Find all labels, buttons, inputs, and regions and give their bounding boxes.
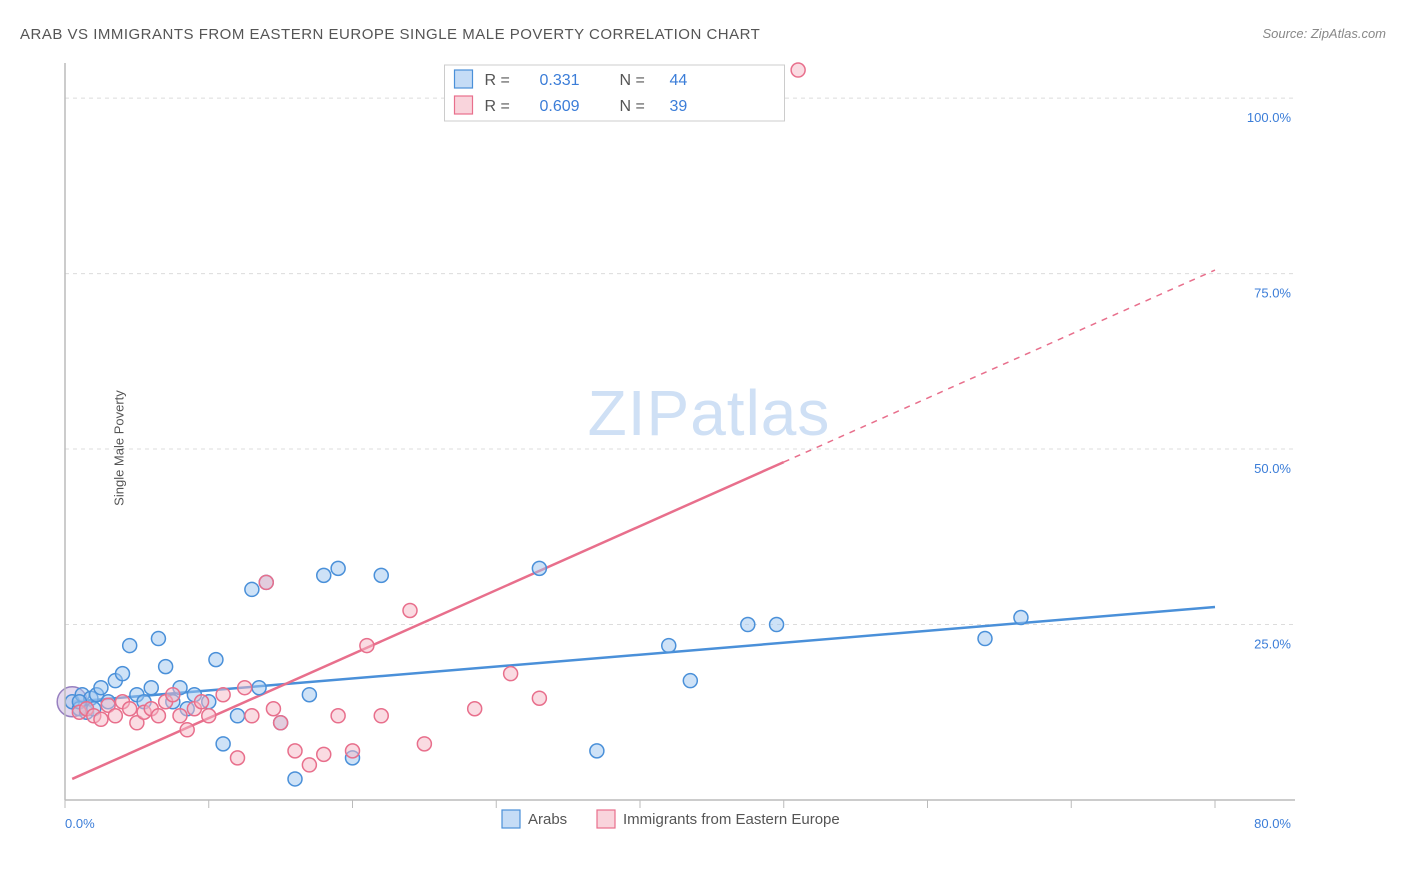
legend-swatch: [502, 810, 520, 828]
data-point: [417, 737, 431, 751]
data-point: [1014, 611, 1028, 625]
trend-line: [72, 462, 784, 779]
data-point: [231, 709, 245, 723]
stats-n-label: N =: [620, 98, 645, 115]
data-point: [252, 681, 266, 695]
data-point: [288, 744, 302, 758]
y-tick-label: 50.0%: [1254, 461, 1291, 476]
data-point: [180, 723, 194, 737]
data-point: [245, 582, 259, 596]
legend-label: Immigrants from Eastern Europe: [623, 811, 840, 828]
data-point: [274, 716, 288, 730]
stats-r-label: R =: [485, 98, 510, 115]
data-point: [302, 758, 316, 772]
data-point: [166, 688, 180, 702]
stats-swatch: [455, 96, 473, 114]
source-label: Source: ZipAtlas.com: [1262, 26, 1386, 41]
data-point: [331, 561, 345, 575]
chart-svg: 25.0% 50.0% 75.0% 100.0% ZIPatlas 0.0% 80.0% Ar…: [45, 55, 1295, 840]
data-point: [662, 639, 676, 653]
data-point: [173, 709, 187, 723]
legend-label: Arabs: [528, 811, 567, 828]
data-point: [504, 667, 518, 681]
data-point: [123, 702, 137, 716]
data-point: [238, 681, 252, 695]
data-point: [288, 772, 302, 786]
stats-n-label: N =: [620, 72, 645, 89]
data-point: [374, 709, 388, 723]
data-point: [108, 709, 122, 723]
data-point: [195, 695, 209, 709]
data-point: [216, 688, 230, 702]
data-point: [151, 632, 165, 646]
data-point: [202, 709, 216, 723]
data-point: [94, 712, 108, 726]
data-point: [245, 709, 259, 723]
data-point: [741, 618, 755, 632]
data-point: [209, 653, 223, 667]
data-point: [403, 603, 417, 617]
data-point: [468, 702, 482, 716]
data-point: [116, 667, 130, 681]
y-axis-label: Single Male Poverty: [111, 390, 126, 506]
data-point: [151, 709, 165, 723]
stats-r-value: 0.609: [540, 98, 580, 115]
stats-n-value: 44: [670, 72, 688, 89]
data-point: [266, 702, 280, 716]
y-tick-label: 75.0%: [1254, 286, 1291, 301]
correlation-chart: Single Male Poverty 25.0% 50.0% 75.0% 100.0…: [45, 55, 1295, 840]
data-point: [346, 744, 360, 758]
data-point: [791, 63, 805, 77]
data-point: [317, 747, 331, 761]
data-point: [94, 681, 108, 695]
stats-n-value: 39: [670, 98, 688, 115]
trend-line-extrapolated: [784, 270, 1215, 462]
data-point: [978, 632, 992, 646]
data-point: [317, 568, 331, 582]
data-point: [216, 737, 230, 751]
data-point: [231, 751, 245, 765]
stats-r-value: 0.331: [540, 72, 580, 89]
data-point: [532, 561, 546, 575]
data-point: [302, 688, 316, 702]
y-tick-label: 25.0%: [1254, 637, 1291, 652]
data-point: [590, 744, 604, 758]
stats-r-label: R =: [485, 72, 510, 89]
data-point: [144, 681, 158, 695]
chart-title: ARAB VS IMMIGRANTS FROM EASTERN EUROPE S…: [20, 26, 760, 43]
data-point: [159, 660, 173, 674]
data-point: [360, 639, 374, 653]
watermark: ZIPatlas: [588, 377, 831, 449]
data-point: [532, 691, 546, 705]
data-point: [374, 568, 388, 582]
x-tick-label: 0.0%: [65, 816, 95, 831]
data-point: [123, 639, 137, 653]
data-point: [331, 709, 345, 723]
y-tick-label: 100.0%: [1247, 110, 1292, 125]
stats-swatch: [455, 70, 473, 88]
x-tick-label: 80.0%: [1254, 816, 1291, 831]
legend-swatch: [597, 810, 615, 828]
data-point: [259, 575, 273, 589]
data-point: [770, 618, 784, 632]
data-point: [683, 674, 697, 688]
